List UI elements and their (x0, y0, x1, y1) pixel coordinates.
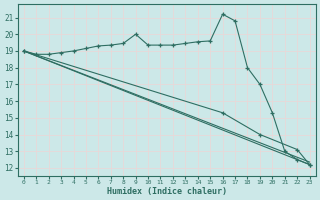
X-axis label: Humidex (Indice chaleur): Humidex (Indice chaleur) (107, 187, 227, 196)
